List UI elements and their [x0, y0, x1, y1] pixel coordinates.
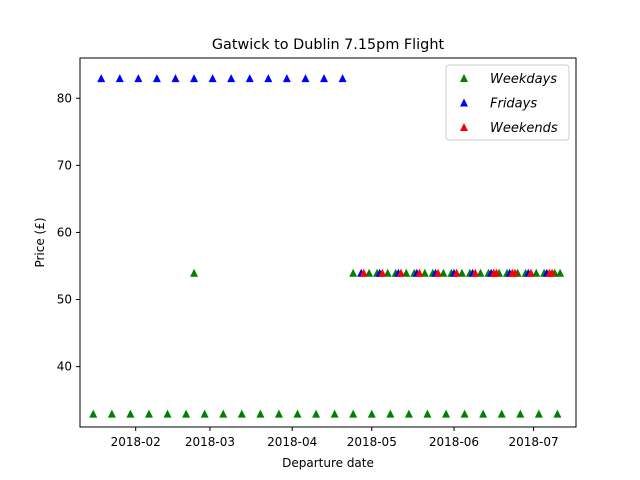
point-fridays [227, 74, 236, 83]
point-weekdays [312, 409, 321, 418]
point-weekends [548, 268, 557, 277]
data-points [89, 74, 565, 418]
point-weekdays [89, 409, 98, 418]
point-weekends [471, 268, 480, 277]
point-weekdays [402, 268, 411, 277]
point-weekdays [556, 268, 565, 277]
x-axis: 2018-02 2018-03 2018-04 2018-05 2018-06 2018-… [111, 427, 559, 449]
point-fridays [190, 74, 199, 83]
point-weekends [415, 268, 424, 277]
point-weekdays [420, 268, 429, 277]
x-tick-label: 2018-05 [347, 435, 397, 449]
point-weekends [359, 268, 368, 277]
point-weekends [510, 268, 519, 277]
point-weekdays [144, 409, 153, 418]
point-weekdays [386, 409, 395, 418]
y-tick-label: 80 [57, 91, 72, 105]
x-tick-label: 2018-04 [267, 435, 317, 449]
point-fridays [320, 74, 329, 83]
y-tick-label: 50 [57, 293, 72, 307]
legend-marker-weekends [460, 123, 468, 131]
chart-title: Gatwick to Dublin 7.15pm Flight [212, 37, 445, 53]
point-weekdays [349, 268, 358, 277]
point-weekdays [383, 268, 392, 277]
point-weekdays [349, 409, 358, 418]
point-fridays [264, 74, 273, 83]
point-fridays [152, 74, 161, 83]
point-weekdays [497, 409, 506, 418]
point-weekdays [126, 409, 135, 418]
point-fridays [301, 74, 310, 83]
point-weekdays [442, 409, 451, 418]
point-weekdays [404, 409, 413, 418]
point-weekdays [274, 409, 283, 418]
point-fridays [97, 74, 106, 83]
x-tick-label: 2018-06 [429, 435, 479, 449]
point-fridays [208, 74, 217, 83]
x-tick-label: 2018-07 [508, 435, 558, 449]
point-weekdays [237, 409, 246, 418]
x-tick-label: 2018-02 [111, 435, 161, 449]
legend: Weekdays Fridays Weekends [445, 64, 570, 141]
legend-label-weekends: Weekends [490, 121, 558, 136]
point-weekends [492, 268, 501, 277]
point-weekends [526, 268, 535, 277]
point-weekdays [479, 409, 488, 418]
legend-label-weekdays: Weekdays [490, 72, 557, 87]
point-weekdays [534, 409, 543, 418]
point-weekdays [293, 409, 302, 418]
point-weekdays [553, 409, 562, 418]
point-weekdays [365, 268, 374, 277]
point-weekends [434, 268, 443, 277]
legend-marker-fridays [460, 98, 468, 107]
point-fridays [115, 74, 124, 83]
plot-frame [79, 57, 577, 428]
point-weekends [452, 268, 461, 277]
point-weekdays [163, 409, 172, 418]
y-axis: 40 50 60 70 80 [57, 91, 80, 374]
y-tick-label: 40 [57, 360, 72, 374]
point-weekdays [460, 409, 469, 418]
x-axis-label: Departure date [282, 456, 374, 470]
point-weekdays [476, 268, 485, 277]
point-fridays [134, 74, 143, 83]
y-tick-label: 60 [57, 225, 72, 239]
point-weekdays [423, 409, 432, 418]
point-weekdays [219, 409, 228, 418]
legend-marker-weekdays [460, 74, 468, 82]
point-fridays [282, 74, 291, 83]
point-fridays [245, 74, 254, 83]
point-fridays [338, 74, 347, 83]
point-weekdays [457, 268, 466, 277]
point-weekdays [439, 268, 448, 277]
point-weekdays [182, 409, 191, 418]
point-weekends [378, 268, 387, 277]
x-tick-label: 2018-03 [185, 435, 235, 449]
point-weekdays [190, 268, 199, 277]
point-weekdays [200, 409, 209, 418]
point-weekdays [367, 409, 376, 418]
point-weekdays [330, 409, 339, 418]
y-tick-label: 70 [57, 158, 72, 172]
point-weekdays [256, 409, 265, 418]
point-weekdays [107, 409, 116, 418]
point-weekends [396, 268, 405, 277]
legend-label-fridays: Fridays [490, 97, 537, 112]
point-fridays [171, 74, 180, 83]
y-axis-label: Price (£) [33, 217, 47, 267]
point-weekdays [516, 409, 525, 418]
legend-box [445, 64, 570, 141]
point-weekdays [532, 268, 541, 277]
